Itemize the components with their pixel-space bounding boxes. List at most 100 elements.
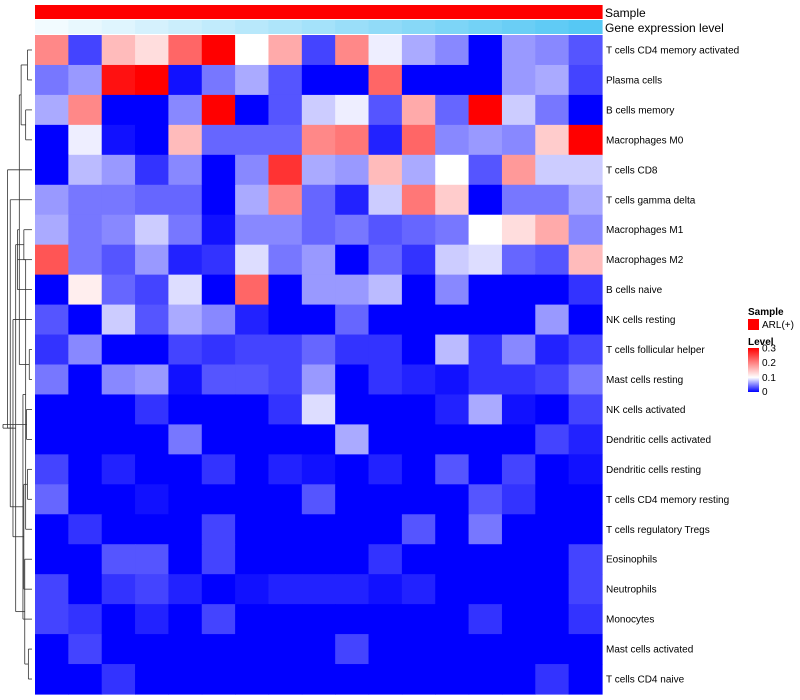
heatmap-cell — [201, 35, 236, 66]
heatmap-cell — [301, 454, 336, 485]
heatmap-cell — [201, 514, 236, 545]
heatmap-cell — [235, 634, 270, 665]
heatmap-cell — [135, 604, 170, 635]
expression-annotation-cell — [268, 20, 303, 34]
heatmap-cell — [168, 424, 203, 455]
heatmap-cell — [101, 664, 136, 695]
legend-level-ticks: 0.3 0.2 0.1 0 — [762, 344, 776, 399]
heatmap-cell — [135, 544, 170, 575]
heatmap-cell — [435, 214, 470, 246]
heatmap-cell — [468, 484, 503, 515]
heatmap-cell — [568, 634, 603, 665]
heatmap-cell — [301, 64, 336, 96]
heatmap-cell — [168, 35, 203, 66]
heatmap-cell — [335, 514, 370, 545]
heatmap-cell — [268, 394, 303, 426]
legend-sample-entry: ARL(+) — [762, 320, 794, 331]
heatmap-cell — [135, 94, 170, 126]
heatmap-cell — [501, 484, 536, 515]
heatmap-cell — [468, 364, 503, 396]
heatmap-cell — [301, 514, 336, 545]
heatmap-cell — [368, 94, 403, 126]
heatmap-cell — [335, 574, 370, 605]
sample-annotation-cell — [68, 5, 103, 19]
heatmap-cell — [135, 574, 170, 605]
heatmap-cell — [35, 424, 69, 455]
heatmap-cell — [401, 544, 436, 575]
heatmap-cell — [568, 274, 603, 306]
heatmap-cell — [301, 94, 336, 126]
sample-annotation-cell — [235, 5, 270, 19]
row-label: NK cells activated — [606, 405, 685, 416]
heatmap-cell — [35, 484, 69, 515]
heatmap-cell — [168, 244, 203, 276]
heatmap-cell — [535, 184, 570, 216]
row-label: Neutrophils — [606, 585, 657, 596]
legend-level-tick: 0 — [762, 387, 768, 398]
heatmap-cell — [235, 304, 270, 336]
heatmap-cell — [168, 334, 203, 366]
heatmap-cell — [201, 544, 236, 575]
legend-level-title: Level — [748, 337, 774, 348]
heatmap-cell — [501, 214, 536, 246]
heatmap-cell — [168, 214, 203, 246]
heatmap-cell — [401, 454, 436, 485]
heatmap-cell — [301, 244, 336, 276]
heatmap-cell — [68, 124, 103, 156]
heatmap-cell — [435, 424, 470, 455]
heatmap-cell — [201, 484, 236, 515]
heatmap-cell — [568, 364, 603, 396]
heatmap-cell — [435, 634, 470, 665]
heatmap-cell — [535, 364, 570, 396]
row-label: B cells memory — [606, 105, 674, 116]
heatmap-cell — [401, 484, 436, 515]
heatmap-cell — [335, 544, 370, 575]
heatmap-cell — [135, 35, 170, 66]
heatmap-cell — [335, 64, 370, 96]
heatmap-cell — [168, 274, 203, 306]
heatmap-cell — [168, 484, 203, 515]
heatmap-cell — [435, 454, 470, 485]
heatmap-cell — [101, 544, 136, 575]
heatmap-cell — [535, 35, 570, 66]
heatmap-cell — [468, 274, 503, 306]
sample-annotation-cell — [535, 5, 570, 19]
sample-annotation-cell — [201, 5, 236, 19]
expression-annotation-cell — [35, 20, 69, 34]
heatmap-cell — [68, 35, 103, 66]
heatmap-cell — [35, 274, 69, 306]
row-label: T cells gamma delta — [606, 195, 696, 206]
heatmap-cell — [268, 454, 303, 485]
heatmap-cell — [535, 574, 570, 605]
heatmap-cell — [168, 364, 203, 396]
heatmap-cell — [268, 64, 303, 96]
expression-annotation-cell — [501, 20, 536, 34]
sample-annotation-cell — [335, 5, 370, 19]
heatmap-cell — [368, 634, 403, 665]
heatmap-cell — [201, 334, 236, 366]
expression-annotation-cell — [335, 20, 370, 34]
heatmap-cell — [235, 214, 270, 246]
heatmap-cell — [301, 604, 336, 635]
heatmap-cell — [201, 634, 236, 665]
row-label: T cells follicular helper — [606, 345, 705, 356]
heatmap-cell — [168, 454, 203, 485]
heatmap-cell — [401, 274, 436, 306]
heatmap-cell — [501, 394, 536, 426]
heatmap-cell — [468, 124, 503, 156]
heatmap-cell — [201, 604, 236, 635]
heatmap-cell — [135, 454, 170, 485]
heatmap-cell — [435, 364, 470, 396]
heatmap-cell — [501, 424, 536, 455]
heatmap-cell — [501, 244, 536, 276]
heatmap-cell — [168, 664, 203, 695]
heatmap-cell — [168, 184, 203, 216]
sample-annotation-cell — [368, 5, 403, 19]
row-label: Monocytes — [606, 615, 654, 626]
heatmap-cell — [335, 664, 370, 695]
heatmap-cell — [501, 544, 536, 575]
heatmap-cell — [568, 484, 603, 515]
sample-annotation-cell — [35, 5, 69, 19]
heatmap-cell — [68, 364, 103, 396]
heatmap-cell — [101, 154, 136, 186]
